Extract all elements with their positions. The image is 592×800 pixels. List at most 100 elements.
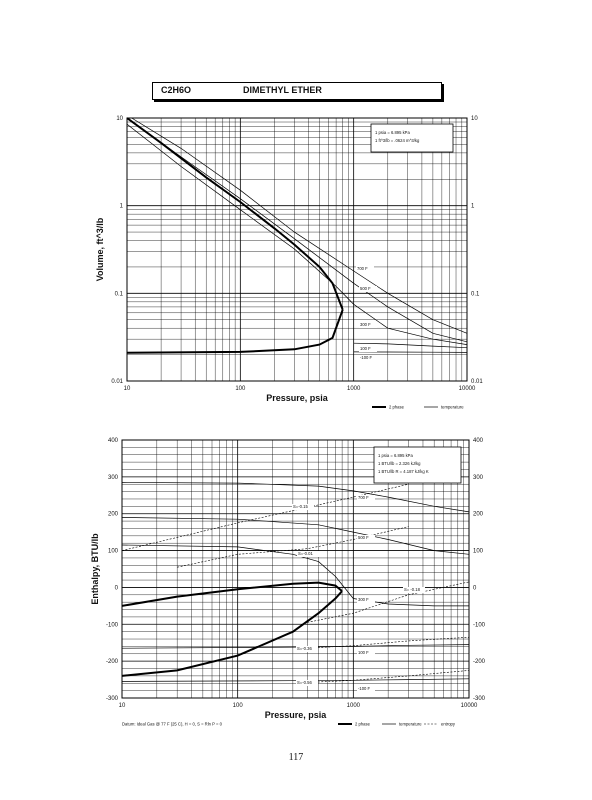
chart1-isotherm-label: 500 F <box>360 286 371 291</box>
chart1-y-tick-label-left: 0.01 <box>111 379 123 385</box>
chart2-y-tick-label-left: 400 <box>108 438 119 444</box>
chart1-isotherm-label-bg <box>359 346 377 352</box>
chart2-legend-label: entropy <box>441 722 456 727</box>
chart2-x-tick-label: 1000 <box>347 703 361 709</box>
chart1-legend-label: 2 phase <box>389 405 405 410</box>
chart1-x-tick-label: 10000 <box>459 386 476 392</box>
chart2-y-tick-label-left: 200 <box>108 512 119 518</box>
chart2-x-tick-label: 100 <box>233 703 244 709</box>
chart2-entropy-label: S=-0.01 <box>298 551 313 556</box>
chart1-y-tick-label-right: 1 <box>471 204 475 210</box>
chart2-entropy-label-bg <box>296 680 318 686</box>
chart1-isotherm-label-bg <box>359 322 377 328</box>
chart2-isotherm-label-bg <box>357 650 375 656</box>
chart1-isotherm-label-bg <box>356 266 374 272</box>
chart2-note-line: 1 BTU/lb R = 4.187 kJ/kg K <box>378 469 429 474</box>
chart2-dome-liquid <box>121 590 343 677</box>
chart2-footnote: Datum: Ideal Gas @ 77 F (25 C), H = 0, S… <box>122 722 223 727</box>
chart2-legend-label: temperature <box>399 722 422 727</box>
chart2-y-tick-label-left: -100 <box>106 622 119 628</box>
chart2-note-line: 1 BTU/lb = 2.326 kJ/kg <box>378 461 421 466</box>
chart2-isotherm--100F <box>121 678 470 682</box>
chart2-y-tick-label-left: -200 <box>106 659 119 665</box>
chart2-x-axis-label: Pressure, psia <box>265 710 328 720</box>
chart2-isotherm-label-bg <box>357 597 375 603</box>
chart1-isotherm-100F <box>353 342 468 349</box>
chart2-isotherm-label-bg <box>357 535 375 541</box>
chart2-note-box <box>373 446 462 484</box>
chart2-isotherm-label-bg <box>357 686 375 692</box>
chart1-y-axis-label: Volume, ft^3/lb <box>95 217 105 281</box>
chart2-y-axis-label: Enthalpy, BTU/lb <box>90 533 100 605</box>
chart2-isotherm-label: 100 F <box>358 650 369 655</box>
chart1-frame <box>126 117 468 382</box>
chart1-isotherm-700F <box>131 117 468 334</box>
chart1-isotherm-label: 100 F <box>360 346 371 351</box>
chart2-y-tick-label-left: 100 <box>108 549 119 555</box>
chart1-dome-liquid <box>126 309 344 354</box>
chart2-entropy-label-bg <box>292 504 314 510</box>
chart2-isotherm-700F <box>121 482 470 513</box>
chart2-legend-label: 2 phase <box>355 722 371 727</box>
chart2-entropy-label: S=-0.56 <box>297 680 312 685</box>
chart2-entropy-label-bg <box>296 646 318 652</box>
chart2-y-tick-label-right: -200 <box>473 659 486 665</box>
chart2-dome-vapor <box>121 581 343 607</box>
chart1-isotherm-300F <box>126 123 468 345</box>
chart2-isotherm-label: 700 F <box>358 495 369 500</box>
chart2-isotherm-500F <box>121 517 470 555</box>
chart2-entropy-line <box>307 636 470 649</box>
chart1-y-tick-label-left: 10 <box>116 116 123 122</box>
chart2-y-tick-label-right: 300 <box>473 475 484 481</box>
chart2-note-line: 1 psia = 6.895 kPa <box>378 453 413 458</box>
chart1-x-tick-label: 100 <box>235 386 246 392</box>
chart1-y-tick-label-left: 0.1 <box>115 291 124 297</box>
chart2-y-tick-label-left: 0 <box>115 585 119 591</box>
chart1-isotherm-label: 700 F <box>357 266 368 271</box>
chart2-frame <box>121 439 470 699</box>
chart2-y-tick-label-left: 300 <box>108 475 119 481</box>
chemical-formula: C2H6O <box>161 85 192 95</box>
chart2-y-tick-label-left: -300 <box>106 696 119 702</box>
chart2-isotherm-300F <box>121 544 469 607</box>
chart1-isotherm-label-bg <box>359 286 377 292</box>
chart1-grid <box>126 118 467 382</box>
chart1-x-tick-label: 1000 <box>347 386 361 392</box>
chart2-x-tick-label: 10 <box>119 703 126 709</box>
chart2-entropy-line <box>307 670 470 683</box>
chart2-x-tick-label: 10000 <box>461 703 478 709</box>
chart1-y-tick-label-right: 0.01 <box>471 379 483 385</box>
compound-name: DIMETHYL ETHER <box>243 85 322 95</box>
chart2-isotherm-label: 300 F <box>358 597 369 602</box>
chart2-entropy-label-bg <box>403 587 425 593</box>
chart2-y-tick-label-right: 400 <box>473 438 484 444</box>
chart2-y-tick-label-right: 100 <box>473 549 484 555</box>
chart1-x-tick-label: 10 <box>124 386 131 392</box>
chart1-isotherm-label: -100 F <box>360 355 373 360</box>
chart1-y-tick-label-right: 10 <box>471 116 478 122</box>
chart1-legend-label: temperature <box>441 405 464 410</box>
chart2-entropy-label-bg <box>297 551 319 557</box>
chart1-y-tick-label-right: 0.1 <box>471 291 480 297</box>
chart1-isotherm-500F <box>126 117 468 343</box>
chart1-dome-vapor <box>126 117 344 311</box>
chart2-isotherm-label: -100 F <box>358 686 371 691</box>
chart2-y-tick-label-right: -300 <box>473 696 486 702</box>
chart2-isotherm-label: 500 F <box>358 535 369 540</box>
chart1-note-line: 1 psia = 6.895 kPa <box>375 130 410 135</box>
chart2-isotherm-label-bg <box>357 495 375 501</box>
chart2-y-tick-label-right: 200 <box>473 512 484 518</box>
chart2-entropy-label: S=-0.36 <box>297 646 312 651</box>
chart2-y-tick-label-right: -100 <box>473 622 486 628</box>
chart1-isotherm-label-bg <box>359 355 377 361</box>
chart2-entropy-label: S= -0.18 <box>404 587 421 592</box>
chart1-isotherm-label: 300 F <box>360 322 371 327</box>
chart-title-box: C2H6O DIMETHYL ETHER <box>152 82 442 100</box>
chart1-x-axis-label: Pressure, psia <box>266 393 329 403</box>
chart1-y-tick-label-left: 1 <box>120 204 124 210</box>
page-number: 117 <box>288 752 304 763</box>
chart2-isotherm-100F <box>121 644 470 649</box>
chart1-note-box <box>370 123 454 153</box>
chart1-note-line: 1 ft^3/lb = .0624 m^3/kg <box>375 138 420 143</box>
